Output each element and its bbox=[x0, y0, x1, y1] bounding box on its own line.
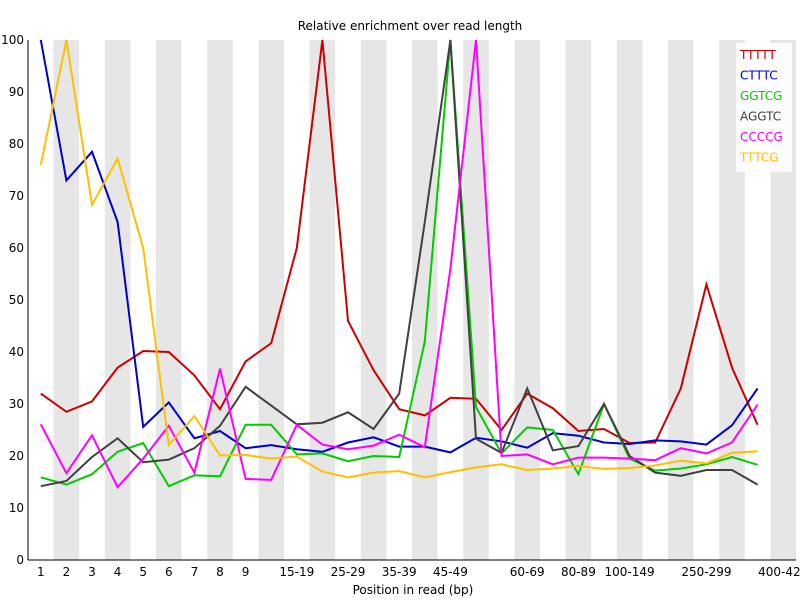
y-tick-label: 40 bbox=[9, 345, 24, 359]
legend-entry: CTTTC bbox=[740, 69, 778, 83]
x-tick-label: 250-299 bbox=[681, 565, 731, 579]
x-tick-label: 7 bbox=[191, 565, 199, 579]
x-axis-label: Position in read (bp) bbox=[353, 583, 474, 597]
series-line-ctttc bbox=[39, 39, 759, 454]
y-tick-label: 100 bbox=[1, 33, 24, 47]
grid-band bbox=[412, 40, 438, 560]
x-tick-label: 3 bbox=[88, 565, 96, 579]
grid-band bbox=[207, 40, 233, 560]
x-tick-label: 80-89 bbox=[561, 565, 596, 579]
axes bbox=[27, 40, 796, 561]
y-tick-label: 80 bbox=[9, 137, 24, 151]
series-lines bbox=[39, 39, 759, 489]
x-tick-label: 1 bbox=[37, 565, 45, 579]
x-tick-label: 9 bbox=[242, 565, 250, 579]
series-line-ccccg bbox=[39, 39, 759, 489]
x-tick-label: 4 bbox=[114, 565, 122, 579]
legend: TTTTT CTTTC GGTCG AGGTC CCCCG TTTCG bbox=[736, 43, 792, 172]
series-line-ggtcg bbox=[40, 39, 758, 488]
x-tick-label: 8 bbox=[216, 565, 224, 579]
grid-band bbox=[360, 40, 387, 560]
y-tick-label: 10 bbox=[9, 501, 24, 515]
grid-band bbox=[258, 40, 284, 560]
y-tick-label: 20 bbox=[9, 449, 24, 463]
series-line-aggtc bbox=[40, 39, 759, 488]
legend-entry: TTTTT bbox=[739, 48, 776, 62]
x-tick-label: 35-39 bbox=[382, 565, 417, 579]
x-tick-label: 2 bbox=[63, 565, 71, 579]
y-tick-label: 0 bbox=[16, 553, 24, 567]
x-tick-label: 5 bbox=[139, 565, 147, 579]
grid-bands bbox=[53, 40, 796, 560]
series-line-tttcg bbox=[39, 39, 758, 479]
y-tick-label: 30 bbox=[9, 397, 24, 411]
y-tick-label: 90 bbox=[9, 85, 24, 99]
x-tick-label: 25-29 bbox=[331, 565, 366, 579]
legend-box bbox=[736, 43, 792, 172]
grid-band bbox=[514, 40, 540, 560]
x-tick-label: 60-69 bbox=[510, 565, 545, 579]
x-tick-label: 6 bbox=[165, 565, 173, 579]
series-line-ttttt bbox=[40, 39, 759, 445]
y-tick-label: 50 bbox=[9, 293, 24, 307]
x-tick-label: 100-149 bbox=[605, 565, 655, 579]
legend-entry: AGGTC bbox=[740, 110, 781, 124]
legend-entry: TTTCG bbox=[739, 151, 779, 165]
x-tick-label: 45-49 bbox=[433, 565, 468, 579]
x-tick-label: 400-427 bbox=[758, 565, 800, 579]
grid-band bbox=[565, 40, 592, 560]
grid-band bbox=[104, 40, 131, 560]
grid-band bbox=[616, 40, 643, 560]
y-tick-label: 70 bbox=[9, 189, 24, 203]
grid-band bbox=[668, 40, 694, 560]
axis-ticks: 0 10 20 30 40 50 60 70 80 90 100 1 2 3 4 5 6 7 8 9 15-19 25-2… bbox=[1, 33, 800, 579]
chart-title: Relative enrichment over read length bbox=[298, 19, 523, 33]
y-tick-label: 60 bbox=[9, 241, 24, 255]
legend-entry: CCCCG bbox=[740, 130, 783, 144]
legend-entry: GGTCG bbox=[740, 89, 782, 103]
x-tick-label: 15-19 bbox=[279, 565, 314, 579]
